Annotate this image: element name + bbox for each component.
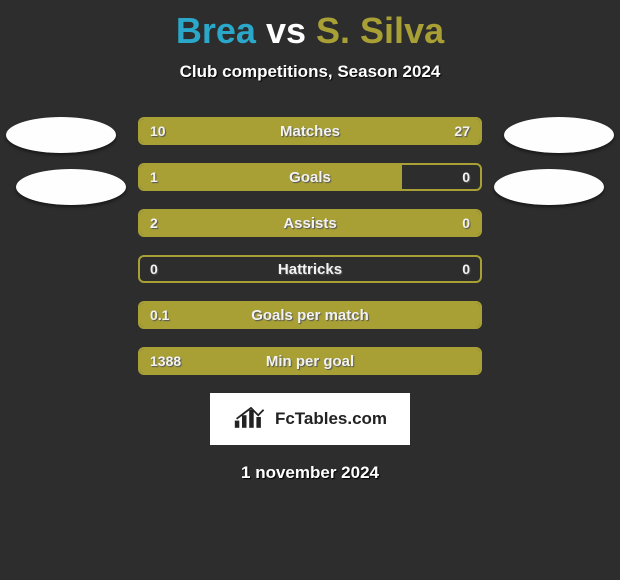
- logo-text: FcTables.com: [275, 409, 387, 429]
- stat-bars: 1027Matches 10Goals 20Assists 00Hattricks 0.…: [138, 117, 482, 375]
- date-label: 1 november 2024: [0, 463, 620, 483]
- player2-avatar-placeholder-1: [504, 117, 614, 153]
- stat-row-goals-per-match: 0.1Goals per match: [138, 301, 482, 329]
- middle-section: 1027Matches 10Goals 20Assists 00Hattricks 0.…: [0, 117, 620, 375]
- stat-label: Min per goal: [140, 349, 480, 373]
- title-row: Brea vs S. Silva: [0, 0, 620, 52]
- vs-label: vs: [266, 10, 306, 51]
- player1-name: Brea: [176, 10, 256, 51]
- player1-avatar-placeholder-1: [6, 117, 116, 153]
- logo-box: FcTables.com: [210, 393, 410, 445]
- stat-label: Matches: [140, 119, 480, 143]
- stat-row-min-per-goal: 1388Min per goal: [138, 347, 482, 375]
- stat-label: Assists: [140, 211, 480, 235]
- stat-label: Hattricks: [140, 257, 480, 281]
- comparison-card: Brea vs S. Silva Club competitions, Seas…: [0, 0, 620, 580]
- stat-row-hattricks: 00Hattricks: [138, 255, 482, 283]
- chart-icon: [233, 404, 269, 435]
- stat-row-assists: 20Assists: [138, 209, 482, 237]
- stat-label: Goals per match: [140, 303, 480, 327]
- player1-avatar-placeholder-2: [16, 169, 126, 205]
- subtitle: Club competitions, Season 2024: [0, 62, 620, 82]
- logo-prefix: Fc: [275, 409, 295, 428]
- stat-label: Goals: [140, 165, 480, 189]
- stat-row-goals: 10Goals: [138, 163, 482, 191]
- player2-avatar-placeholder-2: [494, 169, 604, 205]
- stat-row-matches: 1027Matches: [138, 117, 482, 145]
- player2-name: S. Silva: [316, 10, 444, 51]
- logo-suffix: Tables.com: [295, 409, 387, 428]
